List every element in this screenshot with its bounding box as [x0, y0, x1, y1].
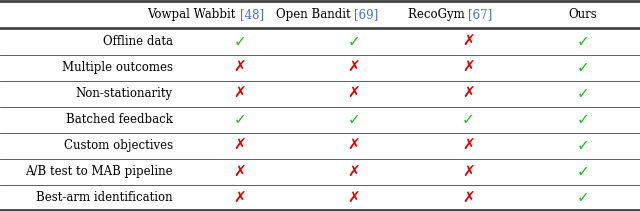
- Text: ✗: ✗: [462, 138, 475, 153]
- Text: ✓: ✓: [577, 191, 589, 206]
- Text: Non-stationarity: Non-stationarity: [76, 87, 173, 100]
- Text: Vowpal Wabbit: Vowpal Wabbit: [147, 8, 239, 21]
- Text: ✗: ✗: [462, 60, 475, 75]
- Text: Multiple outcomes: Multiple outcomes: [62, 61, 173, 74]
- Text: ✗: ✗: [348, 86, 360, 101]
- Text: ✗: ✗: [462, 86, 475, 101]
- Text: Ours: Ours: [568, 8, 597, 21]
- Text: Custom objectives: Custom objectives: [63, 139, 173, 152]
- Text: A/B test to MAB pipeline: A/B test to MAB pipeline: [25, 165, 173, 178]
- Text: ✗: ✗: [462, 34, 475, 49]
- Text: ✗: ✗: [233, 138, 246, 153]
- Text: ✓: ✓: [233, 34, 246, 49]
- Text: Open Bandit: Open Bandit: [276, 8, 354, 21]
- Text: ✓: ✓: [577, 34, 589, 49]
- Text: RecoGym: RecoGym: [408, 8, 468, 21]
- Text: ✗: ✗: [348, 191, 360, 206]
- Text: ✓: ✓: [577, 86, 589, 101]
- Text: ✓: ✓: [577, 112, 589, 127]
- Text: ✓: ✓: [348, 34, 360, 49]
- Text: ✗: ✗: [462, 191, 475, 206]
- Text: ✗: ✗: [233, 191, 246, 206]
- Text: ✓: ✓: [577, 138, 589, 153]
- Text: ✗: ✗: [348, 164, 360, 179]
- Text: Batched feedback: Batched feedback: [66, 113, 173, 126]
- Text: ✓: ✓: [233, 112, 246, 127]
- Text: Best-arm identification: Best-arm identification: [36, 191, 173, 204]
- Text: ✓: ✓: [462, 112, 475, 127]
- Text: ✗: ✗: [233, 164, 246, 179]
- Text: [48]: [48]: [239, 8, 264, 21]
- Text: Offline data: Offline data: [103, 35, 173, 48]
- Text: ✗: ✗: [348, 138, 360, 153]
- Text: ✗: ✗: [462, 164, 475, 179]
- Text: ✓: ✓: [577, 60, 589, 75]
- Text: [69]: [69]: [354, 8, 378, 21]
- Text: [67]: [67]: [468, 8, 493, 21]
- Text: ✓: ✓: [348, 112, 360, 127]
- Text: ✗: ✗: [233, 60, 246, 75]
- Text: ✗: ✗: [233, 86, 246, 101]
- Text: ✓: ✓: [577, 164, 589, 179]
- Text: ✗: ✗: [348, 60, 360, 75]
